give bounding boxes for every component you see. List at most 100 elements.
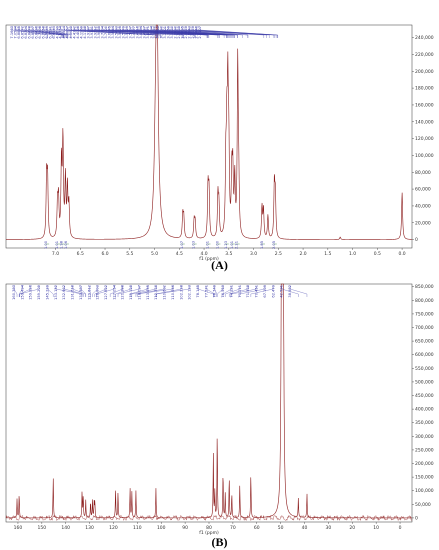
- panel-a-spectrum: 7.0 6.5 6.0 5.5 5.0 4.5 4.0 3.5 3.0 2.5 2.0 1.5 1.0 0…: [5, 24, 434, 262]
- y-tick-label: 650,000: [415, 339, 434, 345]
- peak-label: 3.3894: [149, 25, 153, 38]
- x-tick-label: 2.0: [299, 251, 306, 257]
- y-tick-label: 450,000: [415, 393, 434, 399]
- peak-label-leader: [53, 27, 71, 38]
- integral-value: 1.03: [192, 241, 196, 249]
- integral-value: 1.00: [215, 240, 219, 249]
- spectrum-line: [6, 24, 413, 240]
- peak-label: 6.8436: [34, 25, 38, 38]
- peak-label: 3.3255: [156, 26, 160, 39]
- peak-label-leader: [135, 286, 165, 297]
- peak-label: 74.121: [229, 285, 233, 298]
- peak-label-leader: [197, 286, 214, 297]
- peak-label-leader: [161, 27, 238, 38]
- peak-label: 4.8867: [66, 26, 70, 39]
- x-tick-label: 3.0: [250, 251, 257, 257]
- peak-label: 78.145: [196, 285, 200, 298]
- peak-label-leader: [77, 27, 184, 38]
- peak-label: 6.8572: [20, 26, 24, 39]
- peak-label-leader: [18, 27, 62, 38]
- peak-label: 3.3230: [160, 25, 164, 38]
- peak-label: 3.9387: [87, 26, 91, 39]
- peak-label: 3.7000: [104, 25, 108, 38]
- x-tick-label: 1.0: [349, 251, 356, 257]
- peak-label-leader: [98, 27, 209, 38]
- peak-label: 38.982: [288, 285, 292, 298]
- peak-label-leader: [64, 27, 158, 38]
- peak-label-leader: [214, 286, 217, 297]
- peak-label-leader: [39, 27, 67, 38]
- integral-value: 1.23: [224, 241, 228, 249]
- y-tick-label: 400,000: [415, 407, 434, 413]
- peak-label: 3.1159: [167, 25, 171, 38]
- peak-label-leader: [109, 27, 220, 38]
- peak-label: 6.8478: [27, 25, 31, 38]
- peak-label: 3.5433: [114, 26, 118, 39]
- peak-label-leader: [175, 27, 264, 38]
- x-tick-label: 150: [38, 525, 47, 531]
- y-tick-label: 60,000: [415, 187, 431, 193]
- x-tick-label: 0.0: [399, 251, 406, 257]
- x-tick-label: 120: [109, 525, 118, 531]
- peak-label: 3.1130: [170, 25, 174, 38]
- peak-label-leader: [32, 27, 64, 38]
- peak-label: 42.591: [280, 285, 284, 298]
- integral-value: 1.06: [64, 240, 68, 249]
- y-tick-label: 750,000: [415, 311, 434, 317]
- peak-label: 145.229: [45, 284, 49, 300]
- x-tick-label: 50: [278, 525, 284, 531]
- peak-label-leader: [189, 27, 275, 38]
- peak-label-leader: [206, 286, 215, 297]
- peak-label: 128.803: [96, 285, 100, 300]
- x-tick-label: 1.5: [324, 251, 331, 257]
- y-tick-label: 200,000: [415, 461, 434, 467]
- y-tick-label: 850,000: [415, 284, 434, 290]
- peak-label-leader: [165, 27, 243, 38]
- peak-label: 76.559: [221, 284, 225, 297]
- peak-label-leader: [89, 286, 91, 297]
- peak-label-leader: [15, 27, 53, 38]
- peak-label-leader: [217, 286, 224, 297]
- y-tick-label: 500,000: [415, 379, 434, 385]
- integral-value: 1.01: [55, 241, 59, 249]
- peak-label: 110.046: [171, 284, 175, 300]
- peak-label-leader: [225, 286, 240, 297]
- y-tick-label: 300,000: [415, 434, 434, 440]
- peak-label: 6.8397: [31, 26, 35, 39]
- peak-label: 3.5944: [111, 25, 115, 38]
- peak-label: 3.4616: [135, 25, 139, 38]
- peak-label-leader: [250, 286, 274, 297]
- y-tick-label: 140,000: [415, 119, 434, 125]
- y-tick-label: 20,000: [415, 220, 431, 226]
- peak-label: 133.152: [54, 285, 58, 300]
- peak-label-leader: [11, 27, 48, 38]
- panel-a-label: (A): [211, 258, 228, 272]
- peak-label-leader: [29, 27, 64, 38]
- peak-label: 4.9354: [59, 25, 63, 38]
- peak-label-leader: [92, 286, 98, 297]
- peak-label-leader: [110, 286, 123, 297]
- y-tick-label: 160,000: [415, 102, 434, 108]
- peak-label: 3.4071: [146, 26, 150, 39]
- x-tick-label: 70: [230, 525, 236, 531]
- peak-label: 6.6943: [52, 26, 56, 39]
- x-tick-label: 130: [85, 525, 94, 531]
- peak-label-leader: [281, 286, 299, 297]
- peak-label-leader: [231, 286, 257, 297]
- x-tick-label: 140: [61, 525, 70, 531]
- peak-label-leader: [19, 286, 40, 297]
- peak-label: 4.9524: [62, 25, 66, 38]
- x-tick-label: 4.0: [200, 251, 207, 257]
- peak-label: 160.383: [12, 285, 16, 300]
- peak-label-leader: [199, 27, 278, 38]
- y-tick-label: 200,000: [415, 69, 434, 75]
- peak-label-leader: [64, 286, 84, 297]
- plot-frame: [5, 283, 413, 523]
- peak-label-leader: [96, 286, 115, 297]
- peak-label: 4.1788: [83, 25, 87, 38]
- peak-label: 71.538: [246, 284, 250, 297]
- x-tick-label: 4.5: [176, 251, 183, 257]
- y-tick-label: 240,000: [415, 35, 434, 41]
- peak-label: 77.571: [204, 285, 208, 298]
